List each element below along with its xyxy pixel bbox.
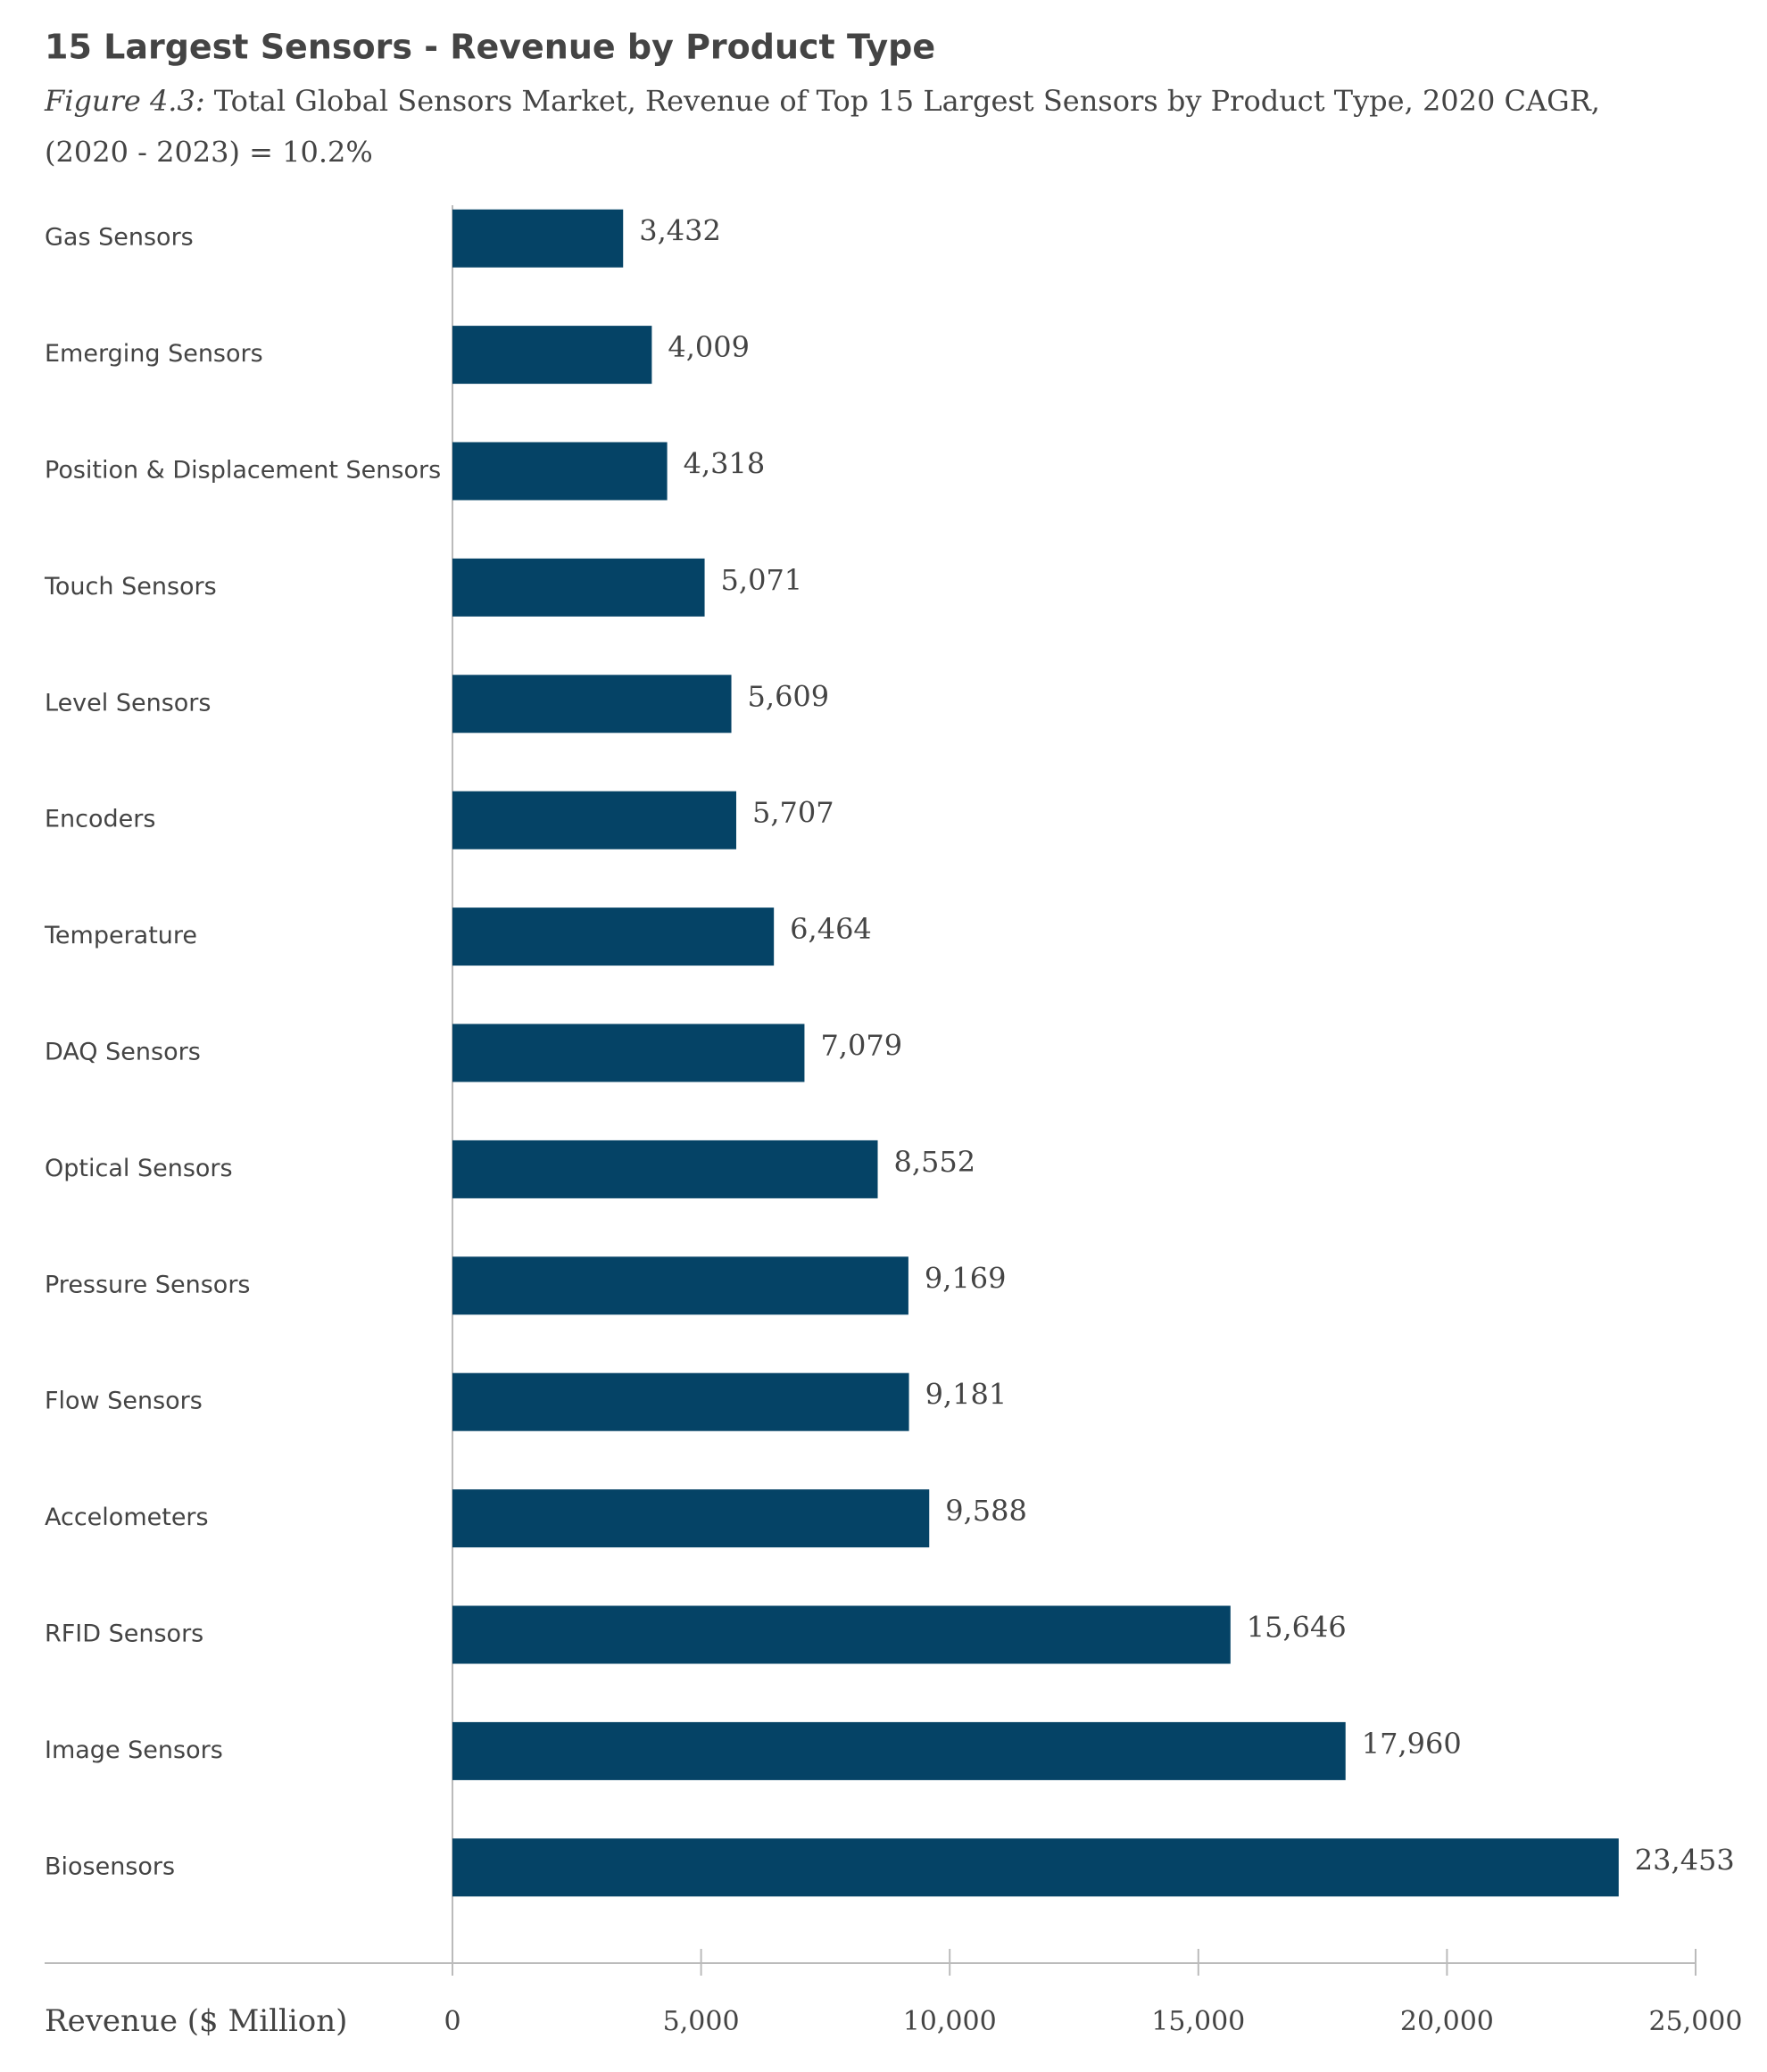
x-tick-label: 10,000 — [903, 2006, 997, 2037]
bar — [452, 1256, 908, 1315]
x-tick-label: 5,000 — [663, 2006, 740, 2037]
y-tick-label: Image Sensors — [45, 1736, 223, 1764]
bar — [452, 558, 705, 617]
value-label: 6,464 — [790, 912, 872, 946]
y-tick-label: Gas Sensors — [45, 224, 194, 252]
chart-title: 15 Largest Sensors - Revenue by Product … — [45, 28, 935, 67]
y-tick-label: Optical Sensors — [45, 1155, 233, 1182]
chart-subtitle: Figure 4.3: Total Global Sensors Market,… — [44, 84, 1600, 118]
bar — [452, 675, 732, 733]
bar — [452, 1721, 1346, 1780]
x-tick-label: 0 — [444, 2006, 460, 2037]
bar — [452, 326, 652, 385]
value-label: 5,707 — [752, 796, 834, 830]
y-tick-label: Accelometers — [45, 1504, 209, 1531]
bar — [452, 1838, 1619, 1897]
y-tick-label: Position & Displacement Sensors — [45, 457, 441, 485]
y-tick-label: Emerging Sensors — [45, 340, 263, 368]
y-tick-label: Flow Sensors — [45, 1388, 203, 1415]
bar — [452, 791, 736, 850]
bar — [452, 209, 624, 268]
y-tick-label: Pressure Sensors — [45, 1271, 251, 1298]
bar — [452, 1489, 930, 1548]
value-label: 5,609 — [748, 679, 830, 713]
subtitle-line: Total Global Sensors Market, Revenue of … — [214, 84, 1600, 118]
value-label: 17,960 — [1362, 1727, 1462, 1761]
bar — [452, 1372, 909, 1431]
x-tick-label: 25,000 — [1649, 2006, 1743, 2037]
value-label: 23,453 — [1635, 1843, 1735, 1877]
value-label: 5,071 — [721, 563, 803, 597]
value-label: 7,079 — [820, 1029, 902, 1063]
value-label: 4,318 — [684, 447, 766, 481]
y-tick-label: DAQ Sensors — [45, 1039, 201, 1066]
bar — [452, 1024, 805, 1082]
figure-label: Figure 4.3: — [44, 84, 205, 118]
subtitle-line: (2020 - 2023) = 10.2% — [45, 136, 373, 170]
y-tick-label: Temperature — [44, 922, 197, 949]
y-tick-label: Level Sensors — [45, 689, 211, 717]
bar — [452, 908, 775, 966]
value-label: 8,552 — [894, 1145, 976, 1179]
y-tick-label: Touch Sensors — [44, 573, 217, 601]
value-label: 9,588 — [945, 1494, 1027, 1528]
y-tick-label: Encoders — [45, 806, 155, 833]
bar — [452, 442, 668, 501]
y-tick-label: Biosensors — [45, 1852, 175, 1880]
y-tick-label: RFID Sensors — [45, 1620, 203, 1648]
bar — [452, 1605, 1231, 1664]
value-label: 9,181 — [925, 1378, 1008, 1412]
value-label: 9,169 — [925, 1261, 1007, 1295]
bar — [452, 1140, 878, 1198]
value-label: 3,432 — [639, 214, 721, 248]
x-tick-label: 15,000 — [1151, 2006, 1245, 2037]
value-label: 15,646 — [1247, 1611, 1347, 1645]
x-axis-label: Revenue ($ Million) — [45, 2003, 347, 2039]
value-label: 4,009 — [668, 330, 750, 364]
x-tick-label: 20,000 — [1400, 2006, 1494, 2037]
